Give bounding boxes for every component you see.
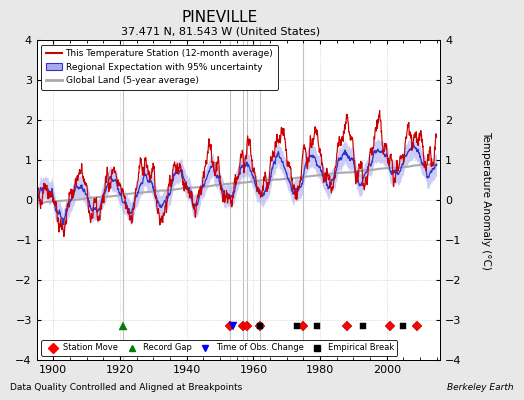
Text: 37.471 N, 81.543 W (United States): 37.471 N, 81.543 W (United States) <box>121 26 320 36</box>
Text: PINEVILLE: PINEVILLE <box>182 10 258 25</box>
Text: Data Quality Controlled and Aligned at Breakpoints: Data Quality Controlled and Aligned at B… <box>10 383 243 392</box>
Text: Berkeley Earth: Berkeley Earth <box>447 383 514 392</box>
Y-axis label: Temperature Anomaly (°C): Temperature Anomaly (°C) <box>481 130 491 270</box>
Legend: Station Move, Record Gap, Time of Obs. Change, Empirical Break: Station Move, Record Gap, Time of Obs. C… <box>41 340 397 356</box>
